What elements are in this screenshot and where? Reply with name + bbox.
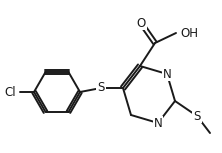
Text: OH: OH [180,26,198,39]
Text: O: O [136,17,146,30]
Text: N: N [154,116,162,129]
Text: N: N [163,67,171,80]
Text: S: S [193,110,201,123]
Text: Cl: Cl [4,86,16,99]
Text: S: S [97,80,105,93]
